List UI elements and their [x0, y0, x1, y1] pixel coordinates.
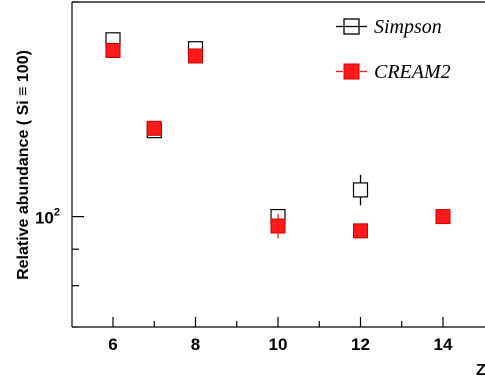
ticks [72, 1, 444, 328]
data-point-cream2 [188, 48, 203, 64]
x-tick-label: 10 [269, 335, 288, 354]
y-tick-label-100: 102 [35, 207, 60, 228]
legend-label-cream2: CREAM2 [374, 61, 451, 83]
y-axis-label: Relative abundance ( Si ≡ 100) [15, 50, 32, 280]
data-point-simpson [352, 182, 369, 198]
data-point-cream2 [435, 209, 451, 225]
x-tick-label: 12 [351, 335, 370, 354]
data-point-cream2 [105, 42, 121, 58]
legend-item-simpson: Simpson [336, 16, 442, 38]
x-tick-label: 6 [108, 335, 117, 354]
axes [71, 1, 485, 328]
x-tick-label: 14 [434, 335, 453, 354]
series [105, 32, 451, 239]
legend-marker-cream2 [343, 63, 360, 80]
x-tick-label: 8 [191, 335, 200, 354]
data-point-cream2 [146, 120, 162, 136]
data-point-cream2 [270, 218, 286, 234]
legend: Simpson CREAM2 [336, 16, 451, 83]
data-point-cream2 [353, 223, 368, 239]
legend-label-simpson: Simpson [374, 16, 442, 38]
tick-labels: 102 6 8 10 12 14 [35, 207, 453, 354]
legend-item-cream2: CREAM2 [336, 61, 451, 83]
x-axis-label: Z [476, 362, 485, 379]
